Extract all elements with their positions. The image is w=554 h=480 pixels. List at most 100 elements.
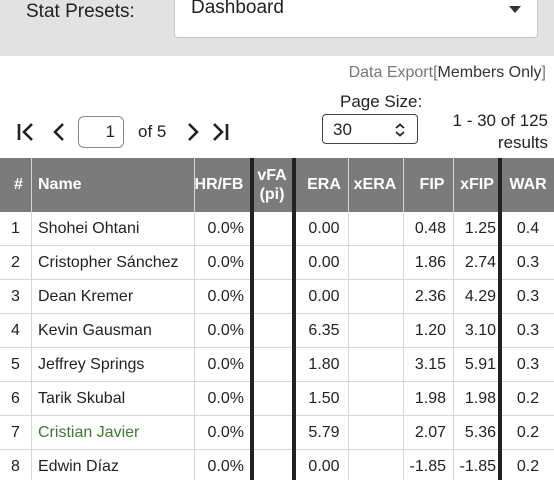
cell-xera (350, 280, 402, 313)
page-size-select[interactable]: 30 (322, 114, 418, 144)
col-divider-thick (498, 158, 502, 480)
cell-xfip: 2.74 (464, 254, 496, 271)
cell-war: 0.4 (516, 220, 540, 237)
cell-xfip: -1.85 (459, 458, 496, 475)
cell-hrfb: 0.0% (207, 288, 244, 305)
bracket-close: ] (541, 64, 546, 81)
cell-rank: 7 (11, 424, 20, 441)
header-xfip[interactable]: xFIP (460, 176, 494, 193)
cell-war: 0.2 (516, 424, 540, 441)
col-divider (403, 158, 404, 480)
cell-xera (350, 212, 402, 245)
caret-down-icon (509, 6, 521, 13)
cell-hrfb: 0.0% (207, 390, 244, 407)
cell-war: 0.2 (516, 458, 540, 475)
cell-hrfb: 0.0% (207, 254, 244, 271)
header-rank[interactable]: # (14, 176, 23, 193)
header-vfa[interactable]: vFA (pi) (252, 158, 292, 212)
cell-era: 1.80 (308, 356, 340, 373)
table-row: 8 Edwin Díaz 0.0% 0.00 -1.85 -1.85 0.2 (0, 450, 554, 480)
leaderboard-table: # Name HR/FB vFA (pi) ERA xERA FIP xFIP … (0, 158, 554, 480)
cell-vfa (254, 212, 290, 245)
cell-name[interactable]: Kevin Gausman (38, 322, 152, 339)
stat-presets-select[interactable]: Dashboard (174, 0, 538, 38)
cell-rank: 2 (11, 254, 20, 271)
updown-chevron-icon (393, 123, 407, 142)
page-size-value: 30 (333, 120, 352, 139)
data-export-link[interactable]: Data Export (348, 64, 434, 81)
cell-name[interactable]: Cristopher Sánchez (38, 254, 179, 271)
cell-rank: 1 (11, 220, 20, 237)
page-number-input[interactable]: 1 (78, 116, 124, 148)
cell-fip: 3.15 (414, 356, 446, 373)
table-header: # Name HR/FB vFA (pi) ERA xERA FIP xFIP … (0, 158, 554, 212)
cell-rank: 6 (11, 390, 20, 407)
cell-xera (350, 314, 402, 347)
cell-name[interactable]: Edwin Díaz (38, 458, 119, 475)
cell-era: 0.00 (308, 458, 340, 475)
table-row: 4 Kevin Gausman 0.0% 6.35 1.20 3.10 0.3 (0, 314, 554, 348)
header-fip[interactable]: FIP (419, 176, 445, 193)
cell-xfip: 5.36 (464, 424, 496, 441)
stat-presets-value: Dashboard (191, 0, 284, 18)
header-hrfb[interactable]: HR/FB (194, 176, 244, 193)
cell-vfa (254, 416, 290, 449)
col-divider (31, 158, 32, 480)
cell-era: 0.00 (308, 254, 340, 271)
header-name[interactable]: Name (38, 176, 82, 193)
cell-name[interactable]: Tarik Skubal (38, 390, 126, 407)
cell-rank: 8 (11, 458, 20, 475)
col-divider (453, 158, 454, 480)
cell-fip: 1.20 (414, 322, 446, 339)
cell-rank: 3 (11, 288, 20, 305)
table-row: 1 Shohei Ohtani 0.0% 0.00 0.48 1.25 0.4 (0, 212, 554, 246)
cell-xfip: 4.29 (464, 288, 496, 305)
prev-page-icon[interactable] (48, 120, 72, 144)
cell-xfip: 3.10 (464, 322, 496, 339)
cell-xera (350, 416, 402, 449)
cell-war: 0.3 (516, 254, 540, 271)
cell-vfa (254, 382, 290, 415)
cell-fip: 2.36 (414, 288, 446, 305)
col-divider (348, 158, 349, 480)
cell-name[interactable]: Jeffrey Springs (38, 356, 145, 373)
header-vfa-bottom: (pi) (259, 186, 285, 203)
cell-era: 6.35 (308, 322, 340, 339)
cell-war: 0.3 (516, 356, 540, 373)
table-row: 5 Jeffrey Springs 0.0% 1.80 3.15 5.91 0.3 (0, 348, 554, 382)
header-vfa-top: vFA (257, 167, 287, 184)
pagination: 1 of 5 (0, 110, 554, 154)
cell-fip: 1.98 (414, 390, 446, 407)
cell-war: 0.3 (516, 322, 540, 339)
header-xera[interactable]: xERA (353, 176, 397, 193)
table-row: 3 Dean Kremer 0.0% 0.00 2.36 4.29 0.3 (0, 280, 554, 314)
cell-vfa (254, 314, 290, 347)
next-page-icon[interactable] (180, 120, 204, 144)
cell-era: 0.00 (308, 220, 340, 237)
table-row: 2 Cristopher Sánchez 0.0% 0.00 1.86 2.74 0.3 (0, 246, 554, 280)
cell-hrfb: 0.0% (207, 220, 244, 237)
cell-xera (350, 450, 402, 480)
bracket-open: [ (433, 64, 438, 81)
cell-hrfb: 0.0% (207, 424, 244, 441)
cell-rank: 4 (11, 322, 20, 339)
cell-hrfb: 0.0% (207, 356, 244, 373)
cell-xera (350, 382, 402, 415)
table-row: 6 Tarik Skubal 0.0% 1.50 1.98 1.98 0.2 (0, 382, 554, 416)
cell-war: 0.2 (516, 390, 540, 407)
header-era[interactable]: ERA (307, 176, 341, 193)
first-page-icon[interactable] (14, 120, 38, 144)
header-war[interactable]: WAR (509, 176, 547, 193)
cell-hrfb: 0.0% (207, 322, 244, 339)
last-page-icon[interactable] (208, 120, 232, 144)
stat-presets-bar: Stat Presets: Dashboard (0, 0, 554, 56)
page-count: of 5 (138, 122, 167, 141)
cell-vfa (254, 246, 290, 279)
page-size-label: Page Size: (340, 92, 423, 111)
cell-hrfb: 0.0% (207, 458, 244, 475)
cell-name[interactable]: Cristian Javier (38, 424, 140, 441)
cell-name[interactable]: Shohei Ohtani (38, 220, 140, 237)
cell-name[interactable]: Dean Kremer (38, 288, 134, 305)
stat-presets-label: Stat Presets: (26, 1, 135, 22)
cell-era: 0.00 (308, 288, 340, 305)
